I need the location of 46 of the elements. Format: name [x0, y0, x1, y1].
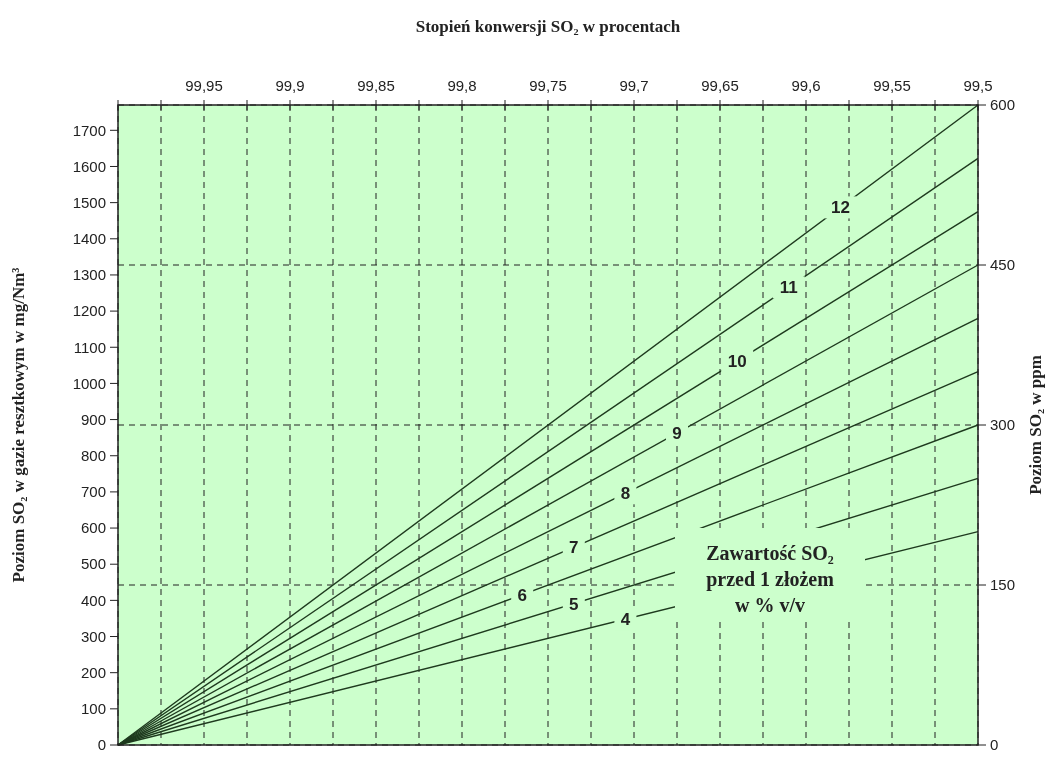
y2-tick-label: 150 [990, 576, 1016, 594]
x-tick-label: 99,6 [791, 77, 821, 94]
y-tick-label: 700 [80, 483, 106, 501]
y-tick-label: 1500 [72, 193, 106, 211]
x-tick-label: 99,75 [529, 77, 567, 94]
series-label: 12 [830, 198, 850, 218]
series-label: 8 [620, 484, 631, 504]
x-tick-label: 99,9 [275, 77, 305, 94]
y-tick-label: 400 [80, 591, 106, 609]
series-label: 10 [727, 351, 747, 371]
series-label: 7 [569, 538, 579, 558]
y-tick-label: 800 [80, 446, 106, 464]
y-axis-title: Poziom SO₂ w gazie resztkowym w mg/Nm³ [9, 267, 28, 583]
x-tick-label: 99,8 [447, 77, 477, 94]
y-tick-label: 300 [80, 627, 106, 645]
y-tick-label: 0 [97, 736, 106, 754]
x-tick-label: 99,65 [701, 77, 739, 94]
y-tick-label: 1700 [72, 121, 106, 139]
y-tick-label: 1300 [72, 266, 106, 284]
x-tick-label: 99,7 [619, 77, 649, 94]
y-tick-label: 900 [80, 410, 106, 428]
x-axis-title: Stopień konwersji SO₂ w procentach [415, 17, 681, 36]
x-tick-label: 99,55 [873, 77, 911, 94]
y-tick-label: 200 [80, 663, 106, 681]
y2-tick-label: 0 [990, 736, 999, 754]
y2-tick-label: 450 [990, 256, 1016, 274]
y-tick-label: 1200 [72, 302, 106, 320]
y2-axis-title: Poziom SO₂ w ppm [1026, 355, 1045, 495]
annotation: Zawartość SO₂ przed 1 złożem w % v/v [706, 542, 835, 616]
y-tick-label: 500 [80, 555, 106, 573]
series-label: 11 [779, 278, 798, 298]
y-tick-label: 1000 [72, 374, 106, 392]
y2-tick-label: 600 [990, 96, 1016, 114]
y2-tick-label: 300 [990, 416, 1016, 434]
series-label: 4 [620, 610, 631, 630]
y-tick-label: 1400 [72, 230, 106, 248]
y-tick-label: 1600 [72, 157, 106, 175]
series-label: 5 [569, 594, 579, 614]
x-tick-label: 99,5 [963, 77, 993, 94]
series-label: 9 [672, 423, 682, 443]
x-tick-label: 99,95 [185, 77, 223, 94]
y-tick-label: 100 [80, 700, 106, 718]
x-tick-label: 99,85 [357, 77, 395, 94]
series-label: 6 [517, 585, 527, 605]
y-tick-label: 1100 [73, 338, 106, 356]
y-tick-label: 600 [80, 519, 106, 537]
